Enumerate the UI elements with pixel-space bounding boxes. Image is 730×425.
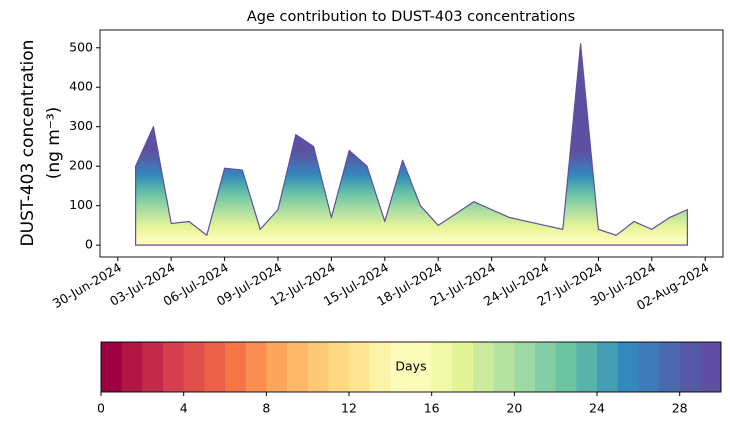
- chart-title: Age contribution to DUST-403 concentrati…: [247, 9, 575, 25]
- colorbar-swatch: [349, 342, 371, 392]
- colorbar-swatch: [328, 342, 350, 392]
- colorbar-swatch: [638, 342, 660, 392]
- colorbar-label: Days: [395, 359, 426, 374]
- colorbar-tick-label: 0: [97, 401, 105, 416]
- y-tick-label: 100: [69, 197, 93, 212]
- colorbar-swatch: [431, 342, 453, 392]
- colorbar-swatch: [266, 342, 288, 392]
- y-axis-label: (ng m⁻³): [44, 107, 64, 180]
- y-tick-label: 300: [69, 118, 93, 133]
- colorbar-swatch: [245, 342, 267, 392]
- colorbar-swatch: [163, 342, 185, 392]
- colorbar-swatch: [700, 342, 722, 392]
- colorbar-swatch: [576, 342, 598, 392]
- colorbar-swatch: [142, 342, 164, 392]
- colorbar-swatch: [617, 342, 639, 392]
- colorbar-swatch: [473, 342, 495, 392]
- colorbar-swatch: [535, 342, 557, 392]
- colorbar-swatch: [659, 342, 681, 392]
- colorbar-swatch: [369, 342, 391, 392]
- stacked-area: [135, 43, 688, 246]
- colorbar-tick-label: 16: [424, 401, 440, 416]
- y-tick-label: 400: [69, 79, 93, 94]
- colorbar-swatch: [555, 342, 577, 392]
- y-tick-label: 500: [69, 39, 93, 54]
- y-tick-label: 200: [69, 158, 93, 173]
- colorbar-tick-label: 20: [506, 401, 522, 416]
- colorbar-swatch: [390, 342, 412, 392]
- colorbar-tick-label: 28: [672, 401, 688, 416]
- colorbar-tick-label: 24: [589, 401, 605, 416]
- colorbar-swatch: [101, 342, 123, 392]
- plot-frame: [99, 29, 724, 258]
- colorbar-swatch: [183, 342, 205, 392]
- colorbar-tick-label: 4: [180, 401, 188, 416]
- colorbar-swatch: [225, 342, 247, 392]
- colorbar-swatch: [597, 342, 619, 392]
- colorbar-swatch: [287, 342, 309, 392]
- colorbar-swatch: [514, 342, 536, 392]
- colorbar-tick-label: 8: [262, 401, 270, 416]
- colorbar-swatch: [204, 342, 226, 392]
- y-axis-label: DUST-403 concentration: [18, 40, 38, 247]
- y-tick-label: 0: [85, 237, 93, 252]
- colorbar-swatch: [411, 342, 433, 392]
- colorbar-swatch: [121, 342, 143, 392]
- colorbar-tick-label: 12: [341, 401, 357, 416]
- colorbar-swatch: [679, 342, 701, 392]
- colorbar-swatch: [307, 342, 329, 392]
- colorbar-swatch: [452, 342, 474, 392]
- colorbar-swatch: [493, 342, 515, 392]
- colorbar-frame: [100, 341, 722, 393]
